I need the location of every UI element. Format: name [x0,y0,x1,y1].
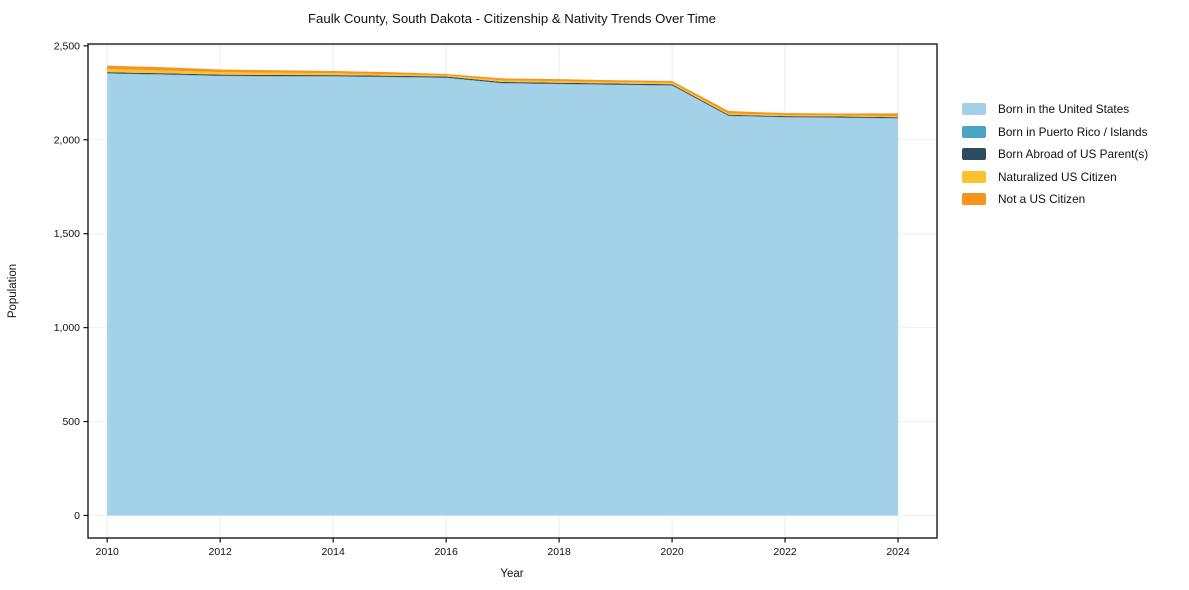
legend-item: Naturalized US Citizen [962,169,1148,184]
legend-swatch [962,125,986,138]
x-tick-label: 2020 [660,546,684,558]
area-series [107,65,899,516]
x-tick-labels: 2010 2012 2014 2016 2018 2020 2022 2024 [96,546,910,558]
y-tick-label: 1,500 [54,228,80,240]
area-born-in-the-united-states [107,73,899,516]
y-tick-label: 2,000 [54,134,80,146]
y-tick-label: 1,000 [54,322,80,334]
axis-ticks [83,45,899,543]
x-tick-label: 2018 [547,546,571,558]
y-tick-label: 0 [74,510,80,522]
legend-item: Not a US Citizen [962,192,1148,206]
legend-item: Born Abroad of US Parent(s) [962,147,1149,161]
x-tick-label: 2016 [434,546,458,558]
x-tick-label: 2024 [886,546,910,558]
legend-item: Born in the United States [962,102,1148,116]
x-axis-label: Year [500,568,523,580]
x-tick-label: 2010 [96,546,120,558]
legend-label: Not a US Citizen [998,192,1086,206]
plot-frame [87,43,938,539]
legend-swatch [962,103,986,115]
y-tick-labels: 0 500 1,000 1,500 2,000 2,500 [54,40,80,522]
area-not-a-us-citizen [107,65,899,117]
y-tick-label: 500 [62,416,80,428]
x-tick-label: 2012 [208,546,232,558]
x-tick-label: 2022 [773,546,797,558]
legend-item: Born in Puerto Rico / Islands [962,124,1148,139]
legend-swatch [962,148,986,160]
legend-label: Born in the United States [998,102,1130,116]
legend-swatch [962,170,986,183]
legend-label: Born in Puerto Rico / Islands [998,124,1148,139]
y-axis-label: Population [7,264,19,318]
x-tick-label: 2014 [321,546,345,558]
legend-label: Naturalized US Citizen [998,169,1117,184]
chart-title: Faulk County, South Dakota - Citizenship… [308,11,716,26]
legend: Born in the United States Born in Puerto … [962,102,1149,216]
legend-label: Born Abroad of US Parent(s) [998,147,1149,161]
y-tick-label: 2,500 [54,40,80,52]
legend-swatch [962,193,986,205]
